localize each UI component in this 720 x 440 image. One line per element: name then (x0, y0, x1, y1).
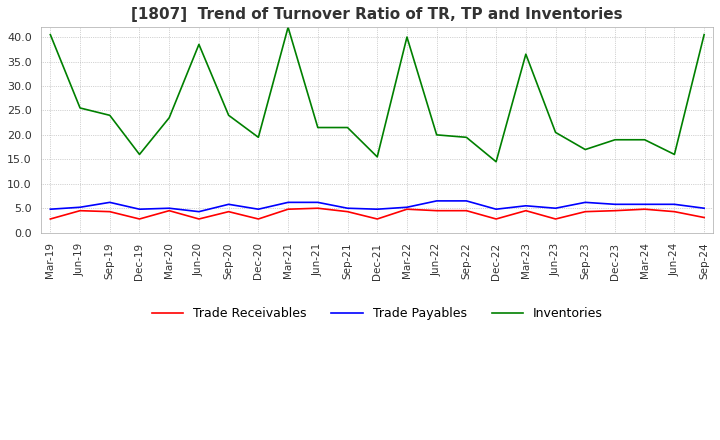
Trade Receivables (552, 216, 560, 222)
Trade Receivables (700, 215, 708, 220)
Inventories (700, 32, 708, 37)
Trade Payables (373, 206, 382, 212)
Inventories (462, 135, 471, 140)
Trade Payables (76, 205, 84, 210)
Trade Payables (492, 206, 500, 212)
Trade Payables (254, 206, 263, 212)
Trade Receivables (462, 208, 471, 213)
Legend: Trade Receivables, Trade Payables, Inventories: Trade Receivables, Trade Payables, Inven… (147, 302, 608, 325)
Trade Receivables (670, 209, 679, 214)
Inventories (640, 137, 649, 143)
Trade Payables (343, 205, 352, 211)
Trade Payables (194, 209, 203, 214)
Inventories (225, 113, 233, 118)
Trade Payables (46, 206, 55, 212)
Inventories (313, 125, 322, 130)
Trade Receivables (225, 209, 233, 214)
Inventories (135, 152, 144, 157)
Inventories (611, 137, 619, 143)
Trade Payables (284, 200, 292, 205)
Inventories (194, 42, 203, 47)
Trade Receivables (46, 216, 55, 222)
Trade Receivables (521, 208, 530, 213)
Trade Payables (135, 206, 144, 212)
Trade Receivables (492, 216, 500, 222)
Trade Payables (670, 202, 679, 207)
Trade Receivables (402, 206, 411, 212)
Trade Payables (462, 198, 471, 204)
Inventories (402, 34, 411, 40)
Trade Receivables (432, 208, 441, 213)
Trade Payables (700, 205, 708, 211)
Inventories (521, 51, 530, 57)
Trade Receivables (105, 209, 114, 214)
Trade Payables (640, 202, 649, 207)
Trade Receivables (135, 216, 144, 222)
Inventories (432, 132, 441, 138)
Trade Payables (105, 200, 114, 205)
Trade Payables (552, 205, 560, 211)
Trade Payables (225, 202, 233, 207)
Inventories (165, 115, 174, 121)
Trade Receivables (611, 208, 619, 213)
Trade Receivables (194, 216, 203, 222)
Inventories (670, 152, 679, 157)
Trade Receivables (373, 216, 382, 222)
Trade Payables (313, 200, 322, 205)
Trade Receivables (254, 216, 263, 222)
Line: Trade Receivables: Trade Receivables (50, 208, 704, 219)
Inventories (552, 130, 560, 135)
Trade Receivables (76, 208, 84, 213)
Title: [1807]  Trend of Turnover Ratio of TR, TP and Inventories: [1807] Trend of Turnover Ratio of TR, TP… (132, 7, 623, 22)
Trade Receivables (284, 206, 292, 212)
Inventories (254, 135, 263, 140)
Inventories (46, 32, 55, 37)
Line: Inventories: Inventories (50, 27, 704, 162)
Trade Payables (165, 205, 174, 211)
Inventories (284, 25, 292, 30)
Inventories (373, 154, 382, 160)
Trade Receivables (581, 209, 590, 214)
Trade Payables (581, 200, 590, 205)
Line: Trade Payables: Trade Payables (50, 201, 704, 212)
Inventories (105, 113, 114, 118)
Trade Payables (432, 198, 441, 204)
Inventories (76, 105, 84, 110)
Trade Payables (402, 205, 411, 210)
Trade Receivables (343, 209, 352, 214)
Trade Receivables (313, 205, 322, 211)
Trade Payables (611, 202, 619, 207)
Inventories (492, 159, 500, 165)
Trade Receivables (640, 206, 649, 212)
Trade Receivables (165, 208, 174, 213)
Inventories (581, 147, 590, 152)
Inventories (343, 125, 352, 130)
Trade Payables (521, 203, 530, 209)
